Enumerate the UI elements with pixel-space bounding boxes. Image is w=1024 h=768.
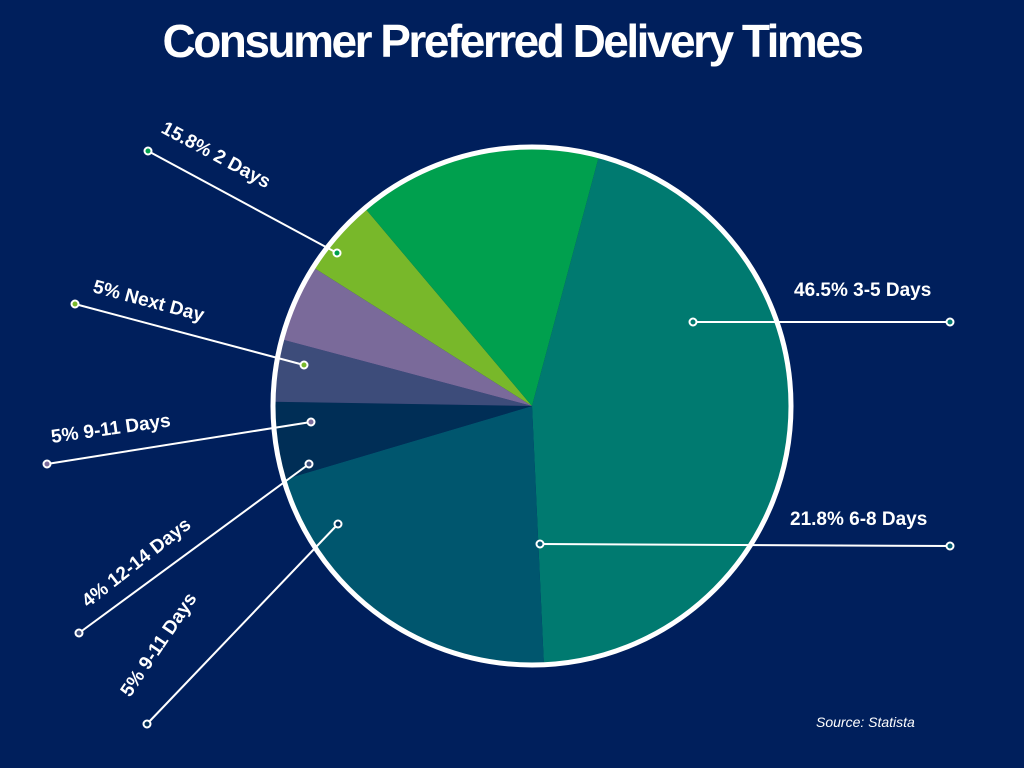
- pie-slice-6: [364, 147, 600, 407]
- slice-label-2: 5% 9-11 Days: [117, 589, 202, 701]
- callout-dot-6-inner: [332, 248, 342, 258]
- callout-line-3: [78, 463, 310, 634]
- callout-1: 21.8% 6-8 Days: [535, 509, 955, 551]
- callout-6: 15.8% 2 Days: [143, 118, 342, 258]
- callout-line-1: [539, 543, 951, 547]
- pie-slice-0: [532, 155, 792, 665]
- callout-line-2: [146, 523, 339, 725]
- pie-slice-1: [283, 406, 544, 665]
- pie-slices: [273, 147, 792, 665]
- callout-line-5: [74, 303, 305, 366]
- callout-dot-3-outer: [74, 628, 84, 638]
- callout-dot-2-outer: [142, 719, 152, 729]
- source-note: Source: Statista: [816, 714, 915, 730]
- slice-label-1: 21.8% 6-8 Days: [790, 509, 927, 530]
- callout-0: 46.5% 3-5 Days: [688, 280, 955, 327]
- pie-slice-5: [313, 208, 532, 406]
- callout-dot-4-outer: [42, 459, 52, 469]
- slice-label-6: 15.8% 2 Days: [158, 118, 274, 193]
- slice-label-5: 5% Next Day: [91, 277, 207, 327]
- callout-dot-2-inner: [333, 519, 343, 529]
- callout-dot-1-outer: [945, 541, 955, 551]
- callout-dot-5-inner: [299, 360, 309, 370]
- callout-dot-3-inner: [304, 459, 314, 469]
- pie-slice-4: [281, 267, 532, 406]
- pie-slice-2: [273, 401, 532, 480]
- slice-label-4: 5% 9-11 Days: [50, 410, 172, 448]
- callout-dot-4-inner: [306, 417, 316, 427]
- callout-line-4: [46, 421, 312, 465]
- pie-slice-3: [273, 339, 532, 406]
- callout-dot-6-outer: [143, 146, 153, 156]
- callout-line-6: [147, 150, 338, 254]
- callout-dot-1-inner: [535, 539, 545, 549]
- chart-title: Consumer Preferred Delivery Times: [162, 15, 864, 67]
- pie-outline: [270, 144, 794, 668]
- callout-dot-0-inner: [688, 317, 698, 327]
- callout-5: 5% Next Day: [70, 277, 309, 370]
- callout-dot-5-outer: [70, 299, 80, 309]
- callout-dot-0-outer: [945, 317, 955, 327]
- slice-label-0: 46.5% 3-5 Days: [794, 280, 931, 301]
